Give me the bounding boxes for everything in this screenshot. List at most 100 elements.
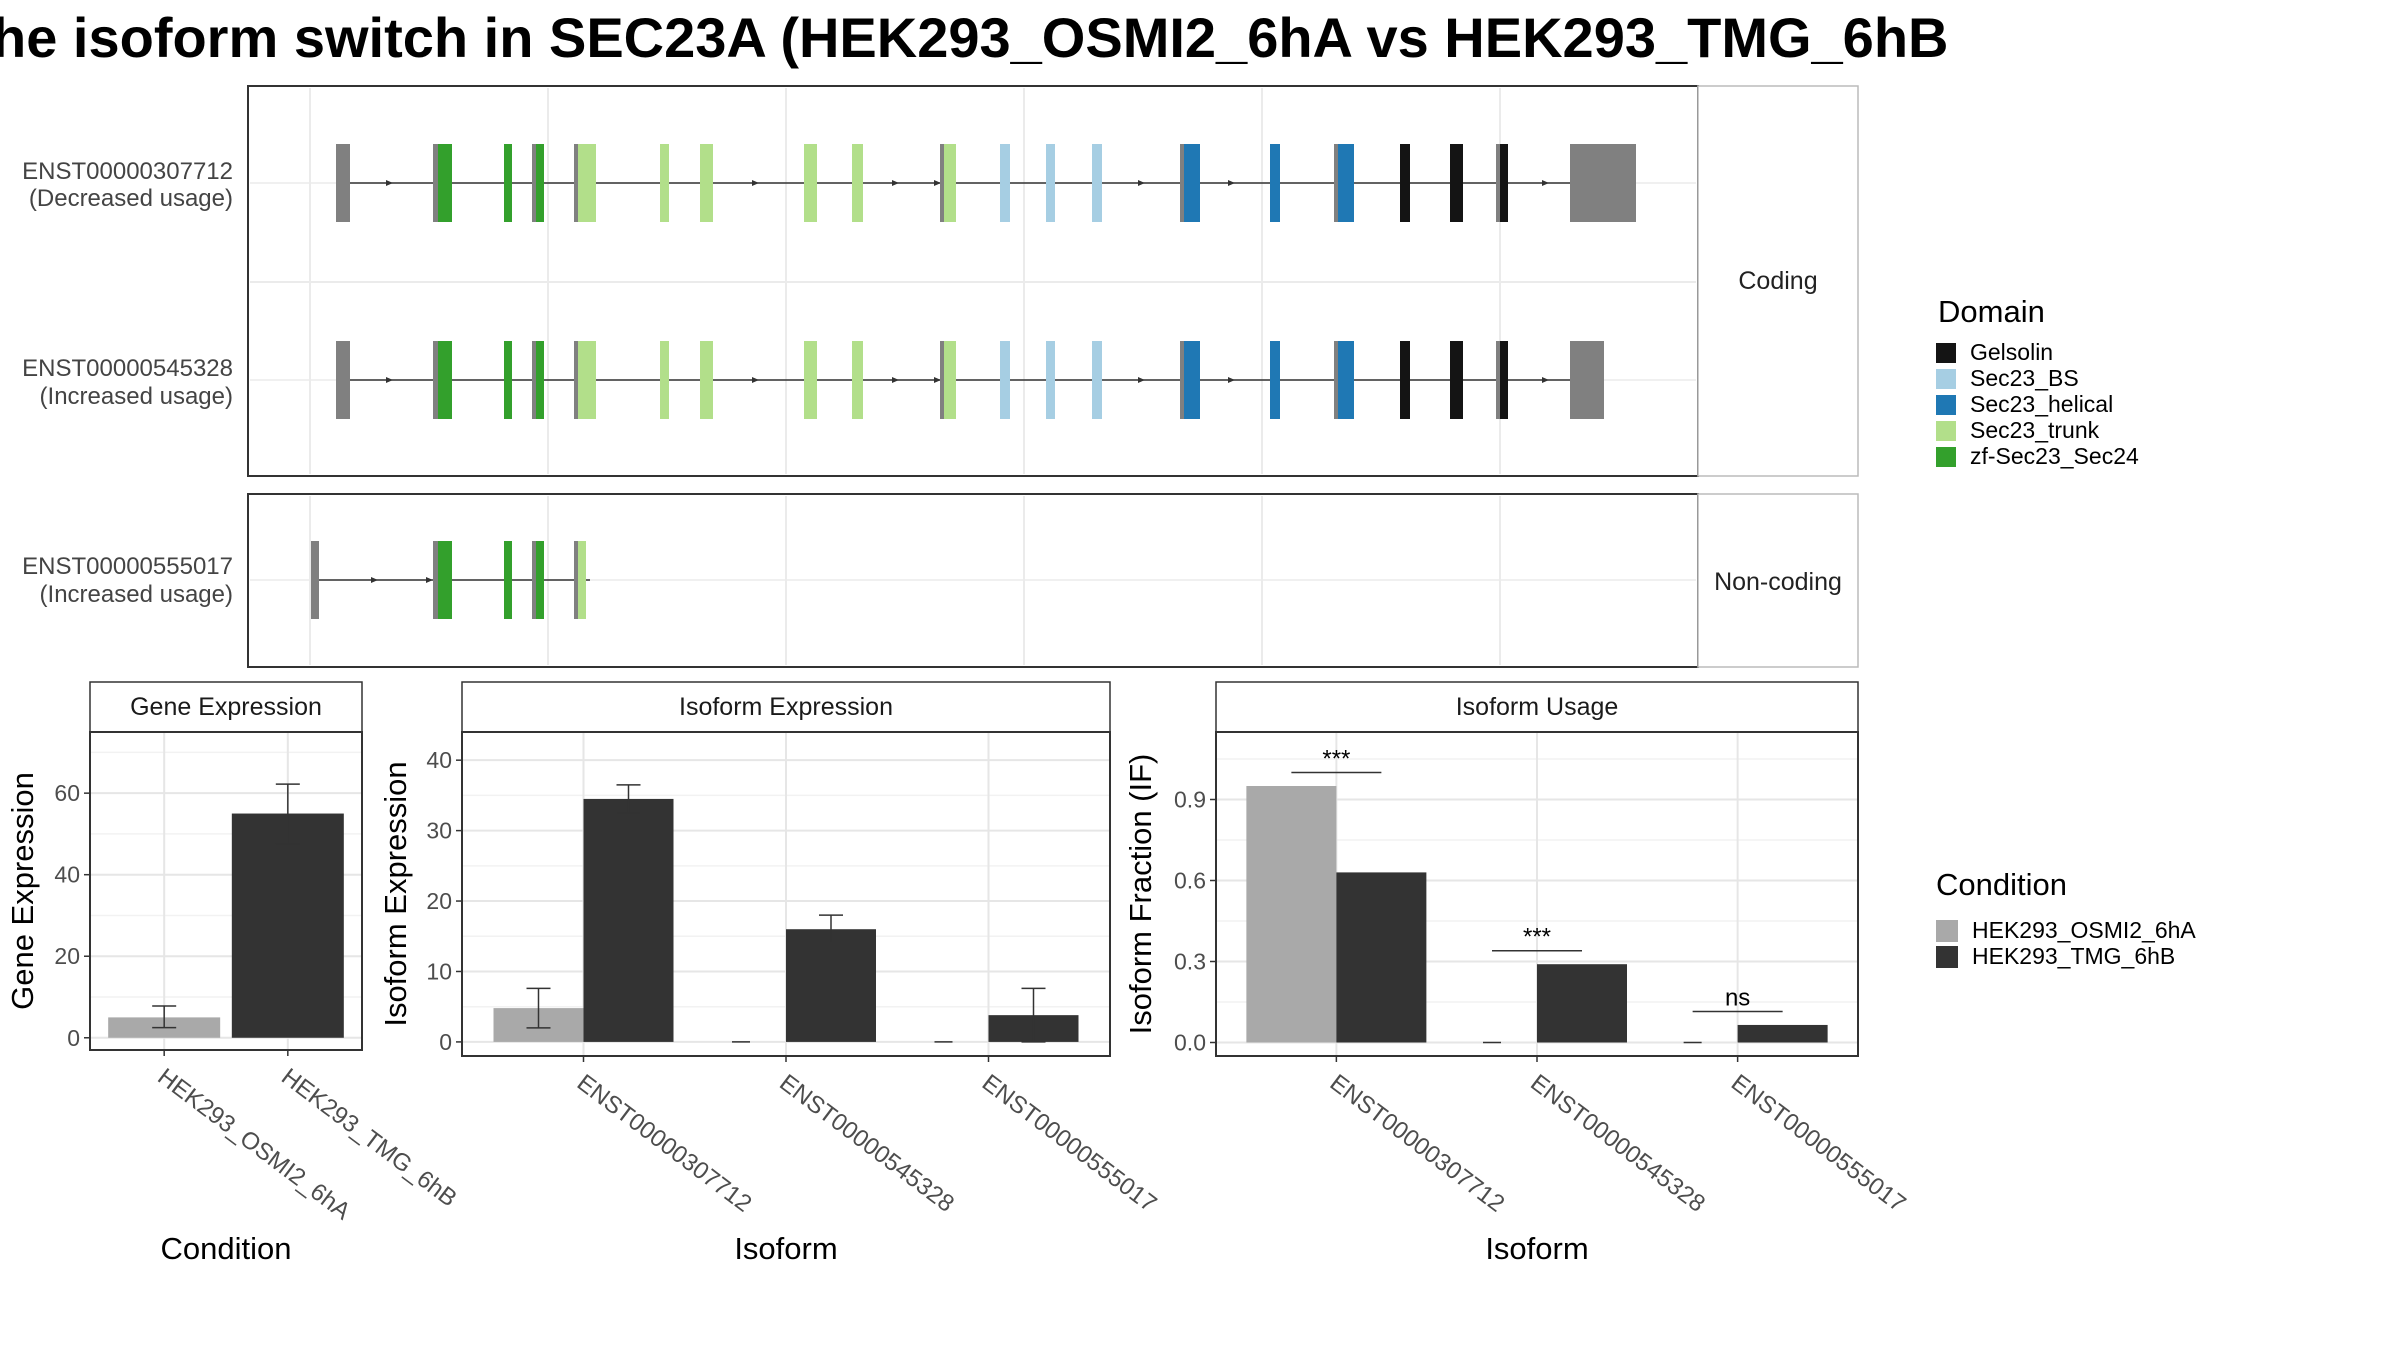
exon-edge [532, 541, 536, 619]
bar [583, 798, 674, 1042]
exon-edge [532, 341, 536, 419]
exon-domain-Sec23_BS [1092, 341, 1102, 419]
exon-domain-Sec23_helical [1336, 341, 1354, 419]
domain-legend: Domain GelsolinSec23_BSSec23_helicalSec2… [1936, 294, 2139, 469]
bar [231, 813, 344, 1038]
significance-label: ns [1725, 984, 1750, 1011]
exon-edge [574, 341, 578, 419]
y-tick-label: 0 [67, 1025, 80, 1051]
chart-title: Isoform Usage [1456, 693, 1619, 721]
exon-domain-Sec23_trunk [576, 341, 596, 419]
exon-domain-zf-Sec23_Sec24 [436, 144, 452, 222]
bar [1246, 786, 1337, 1043]
exon-domain-zf-Sec23_Sec24 [504, 541, 512, 619]
chart-strip [1215, 681, 1859, 733]
condition-legend-swatch [1936, 920, 1958, 942]
domain-legend-swatch [1936, 369, 1956, 389]
significance-label: *** [1322, 746, 1350, 773]
bar [1336, 872, 1427, 1043]
exon-domain-zf-Sec23_Sec24 [436, 541, 452, 619]
exon-domain-zf-Sec23_Sec24 [534, 144, 544, 222]
exon-edge [1334, 341, 1338, 419]
exon-domain-zf-Sec23_Sec24 [534, 541, 544, 619]
transcript-label-2-usage: (Increased usage) [40, 383, 233, 410]
exon-domain-Sec23_trunk [804, 144, 817, 222]
chart-title: Gene Expression [130, 693, 322, 721]
exon-domain-Sec23_BS [1092, 144, 1102, 222]
utr-exon [1580, 144, 1636, 222]
y-axis-title: Isoform Expression [378, 761, 413, 1026]
exon-domain-Sec23_BS [1000, 341, 1010, 419]
isoform-usage-chart: Isoform Usage 0.0 0.3 0.6 0.9 *** *** ns ENST000… [1123, 681, 1911, 1266]
exon-domain-zf-Sec23_Sec24 [534, 341, 544, 419]
exon-domain-Sec23_trunk [852, 144, 863, 222]
domain-legend-swatch [1936, 395, 1956, 415]
exon-domain-Sec23_helical [1182, 144, 1200, 222]
domain-legend-label: Sec23_trunk [1970, 417, 2100, 443]
exon-domain-Sec23_trunk [660, 341, 669, 419]
exon-edge [1180, 144, 1184, 222]
x-tick-label: ENST00000555017 [977, 1069, 1162, 1217]
plot-frame [89, 731, 363, 1051]
exon-edge [434, 341, 438, 419]
transcript-track-2 [336, 341, 1604, 419]
exon-edge [434, 541, 438, 619]
transcript-label-1-id: ENST00000307712 [22, 158, 233, 185]
x-tick-label: ENST00000545328 [774, 1069, 959, 1217]
y-axis-title: Gene Expression [5, 772, 40, 1010]
chart-strip [461, 681, 1111, 733]
exon-domain-Sec23_trunk [852, 341, 863, 419]
intron-direction-arrow [1542, 377, 1549, 383]
significance-label: *** [1523, 924, 1551, 951]
exon-domain-Sec23_trunk [804, 341, 817, 419]
exon-edge [1496, 144, 1500, 222]
exon-domain-Sec23_BS [1046, 341, 1055, 419]
intron-direction-arrow [934, 377, 941, 383]
y-tick-label: 40 [426, 747, 452, 773]
exon-domain-Sec23_trunk [700, 341, 713, 419]
intron-direction-arrow [1542, 180, 1549, 186]
exon-domain-Sec23_trunk [576, 541, 586, 619]
y-tick-label: 30 [426, 818, 452, 844]
domain-legend-label: Sec23_helical [1970, 391, 2113, 417]
exon-edge [940, 144, 944, 222]
exon-edge [940, 341, 944, 419]
domain-legend-swatch [1936, 421, 1956, 441]
condition-legend-label: HEK293_TMG_6hB [1972, 943, 2175, 969]
intron-direction-arrow [1228, 180, 1235, 186]
exon [1570, 144, 1580, 222]
exon-edge [574, 541, 578, 619]
intron-direction-arrow [1138, 180, 1145, 186]
x-axis-title: Isoform [1485, 1231, 1588, 1266]
exon-domain-Gelsolin [1498, 341, 1508, 419]
exon-domain-Sec23_trunk [942, 341, 956, 419]
intron-direction-arrow [1228, 377, 1235, 383]
exon-edge [532, 144, 536, 222]
domain-legend-label: Sec23_BS [1970, 365, 2079, 391]
y-tick-label: 0.6 [1174, 868, 1206, 894]
utr-exon [336, 341, 350, 419]
x-tick-label: ENST00000307712 [572, 1069, 757, 1217]
y-tick-label: 60 [54, 780, 80, 806]
y-axis-title: Isoform Fraction (IF) [1123, 754, 1158, 1035]
bar [786, 929, 876, 1042]
exon-domain-Gelsolin [1450, 144, 1463, 222]
exon-domain-Sec23_BS [1046, 144, 1055, 222]
exon-domain-Sec23_BS [1000, 144, 1010, 222]
transcript-label-2-id: ENST00000545328 [22, 355, 233, 382]
exon-edge [1180, 341, 1184, 419]
intron-direction-arrow [892, 377, 899, 383]
exon-domain-Gelsolin [1498, 144, 1508, 222]
intron-direction-arrow [752, 180, 759, 186]
exon [1570, 341, 1580, 419]
bar [1537, 964, 1627, 1043]
y-tick-label: 0.9 [1174, 787, 1206, 813]
bar [1737, 1024, 1828, 1043]
exon-domain-Sec23_helical [1270, 341, 1280, 419]
domain-legend-label: Gelsolin [1970, 339, 2053, 365]
transcript-label-3-usage: (Increased usage) [40, 581, 233, 608]
intron-direction-arrow [1138, 377, 1145, 383]
exon-edge [434, 144, 438, 222]
